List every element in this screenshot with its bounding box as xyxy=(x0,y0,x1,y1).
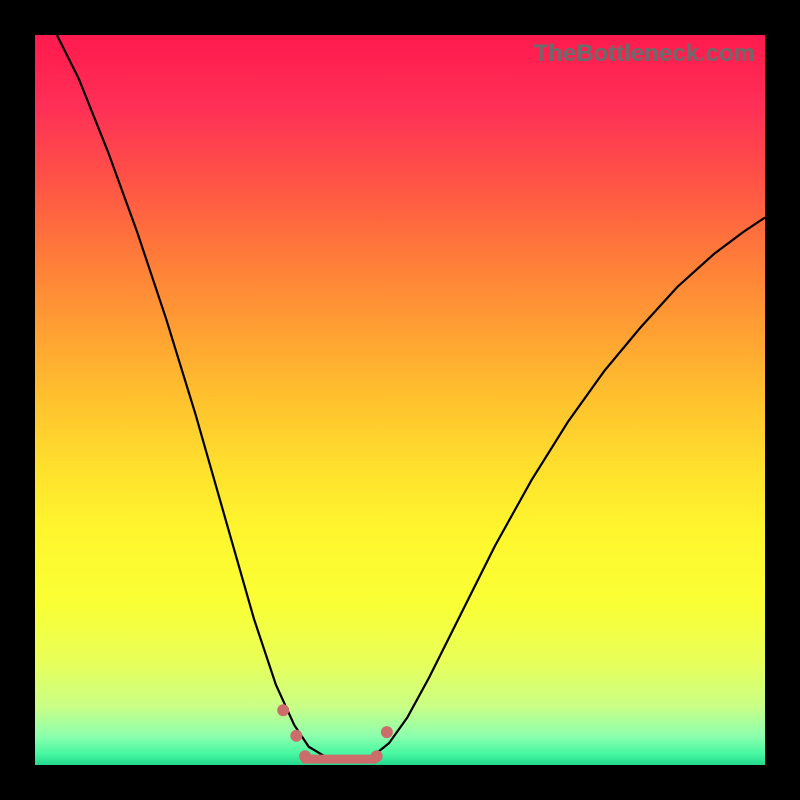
bottom-highlight-dot xyxy=(371,750,383,762)
watermark-label: TheBottleneck.com xyxy=(534,40,755,68)
bottleneck-curve xyxy=(57,35,765,760)
curve-layer xyxy=(35,35,765,765)
chart-frame: TheBottleneck.com xyxy=(0,0,800,800)
bottom-highlight-dot xyxy=(277,704,289,716)
bottom-highlight-dot xyxy=(290,730,302,742)
bottom-highlight-dot xyxy=(381,726,393,738)
bottom-highlight-dot xyxy=(299,750,311,762)
plot-area xyxy=(35,35,765,765)
